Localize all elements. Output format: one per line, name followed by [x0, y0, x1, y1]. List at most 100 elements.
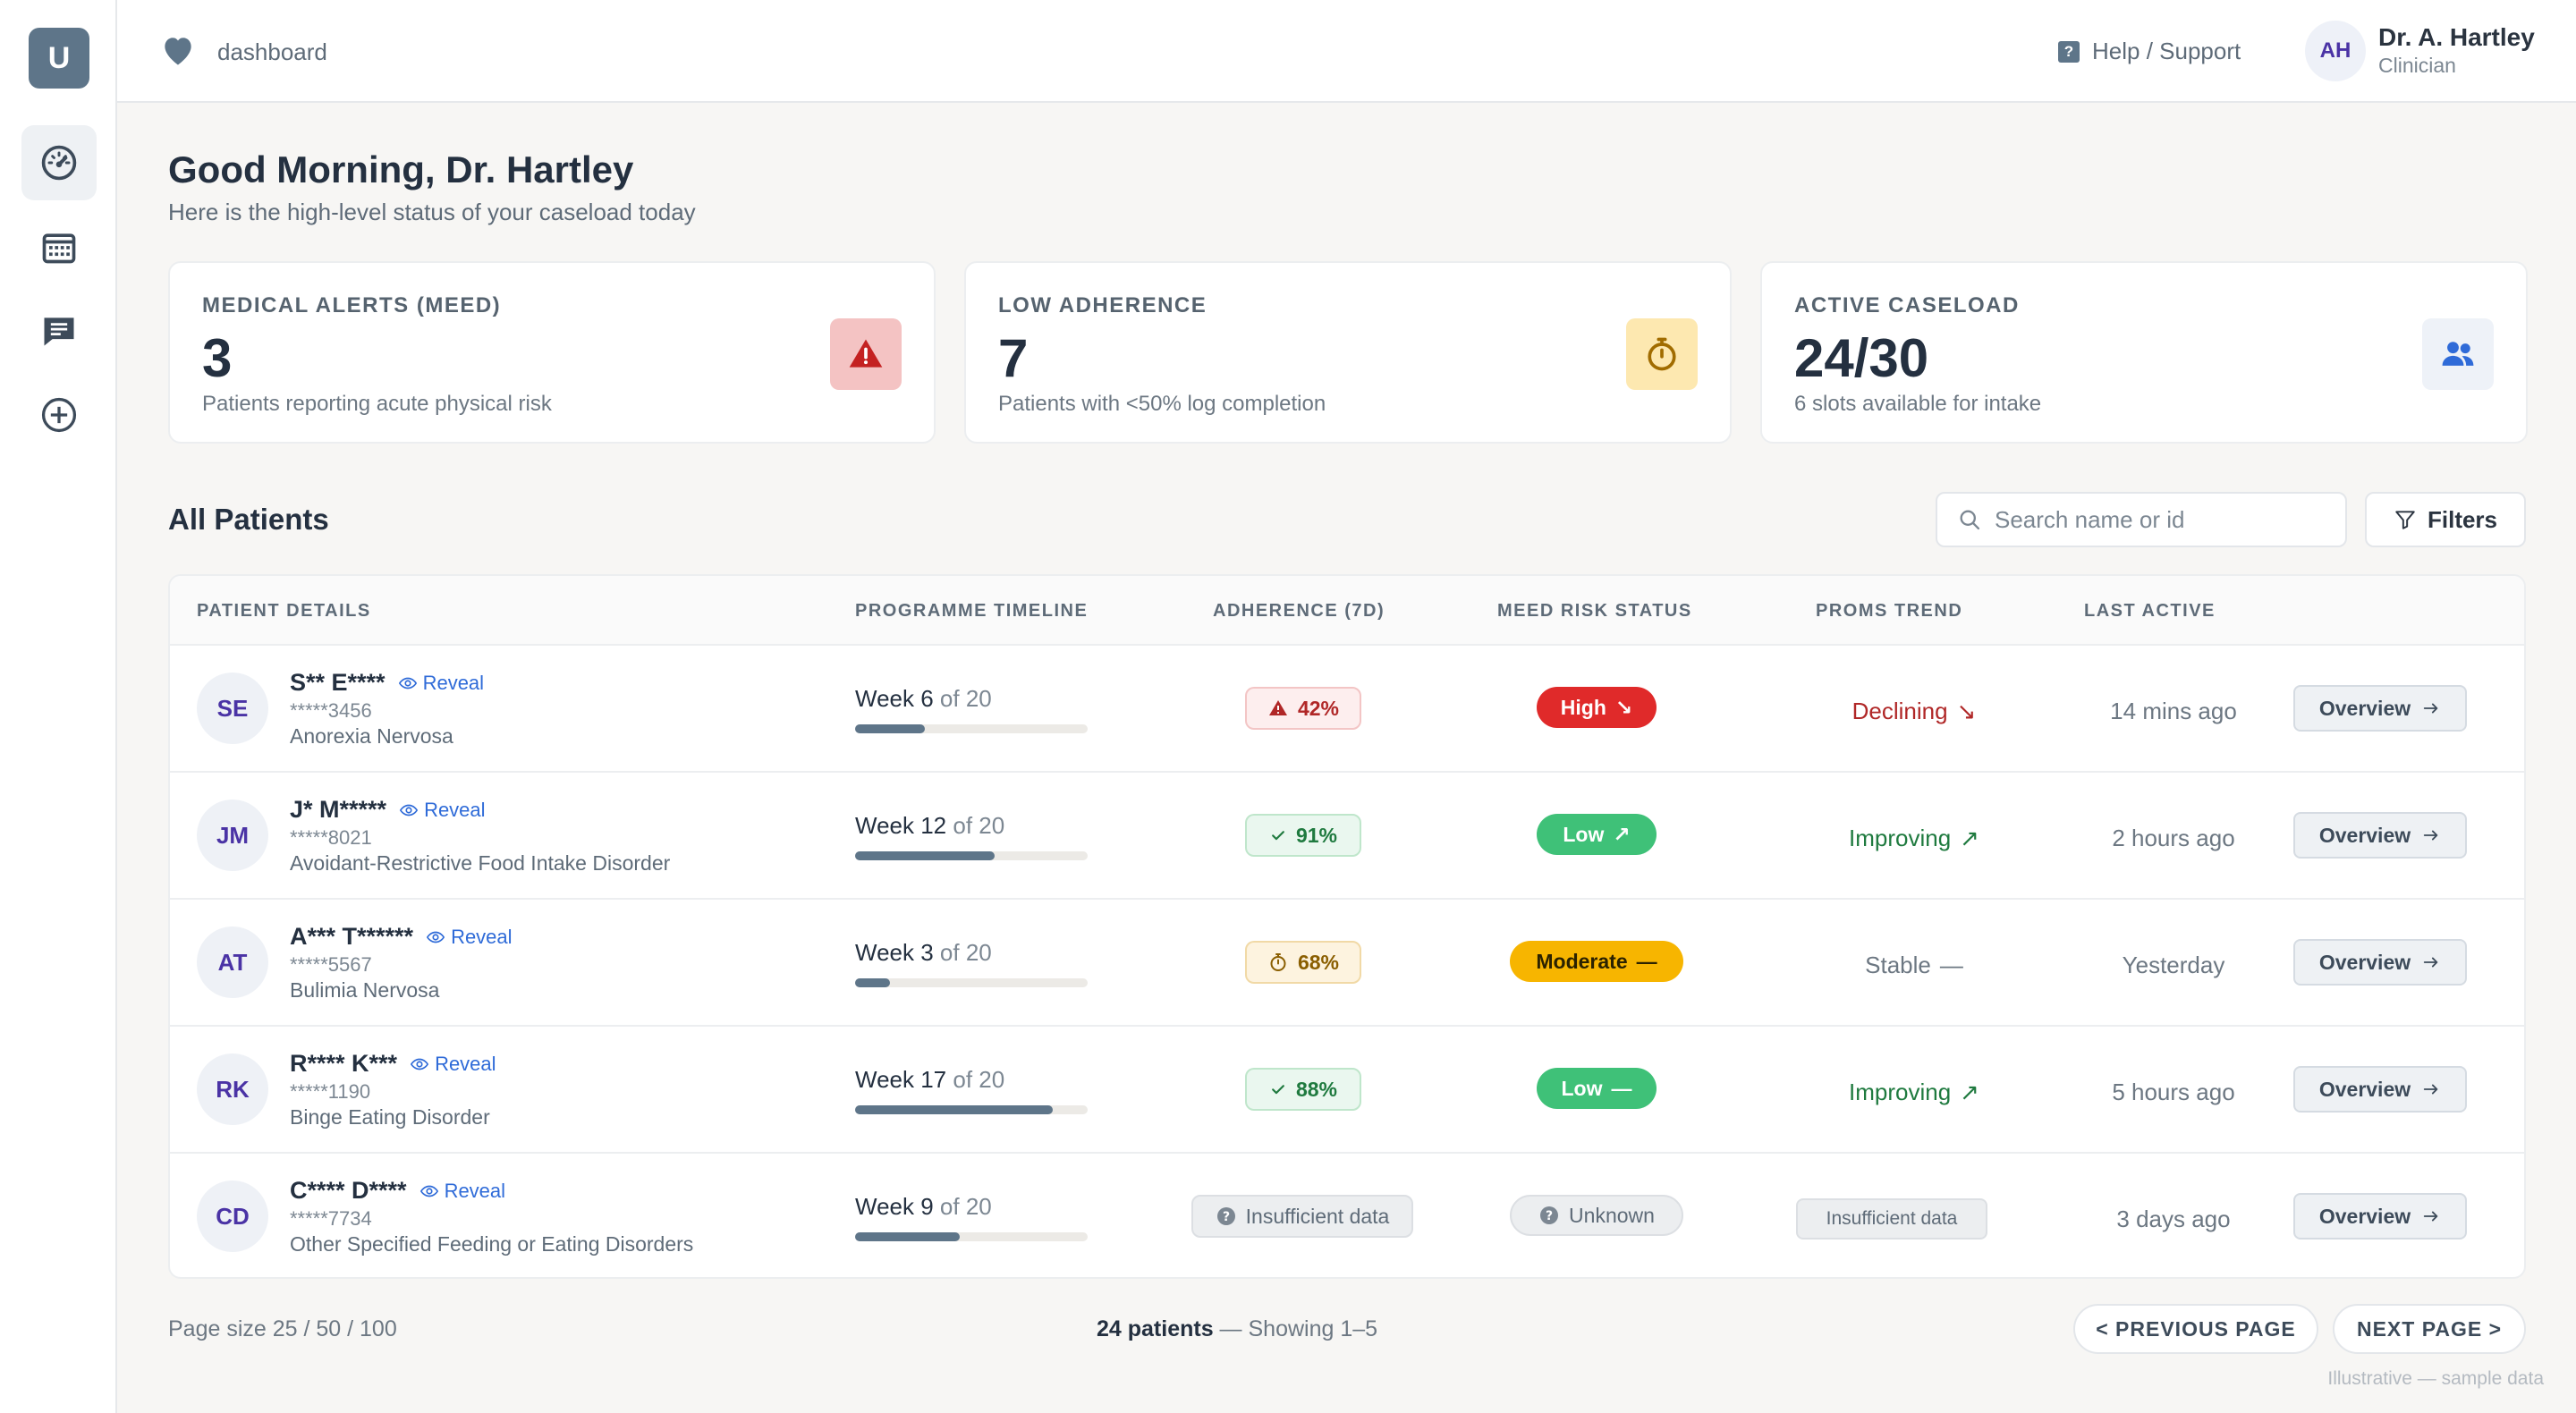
patient-name-text: S** E**** [290, 669, 386, 696]
people-icon [2422, 318, 2494, 390]
svg-text:?: ? [1546, 1209, 1553, 1223]
proms-trend: Improving ↗ [1798, 825, 2030, 852]
overview-label: Overview [2318, 1204, 2411, 1228]
overview-label: Overview [2318, 1077, 2411, 1101]
overview-button[interactable]: Overview [2293, 939, 2467, 986]
trend-arrow-icon: ↘ [1956, 698, 1977, 724]
patient-diagnosis: Anorexia Nervosa [290, 724, 453, 748]
search-box[interactable] [1936, 492, 2347, 547]
reveal-label: Reveal [444, 1179, 506, 1202]
section-title: All Patients [168, 503, 329, 536]
card-value: 24/30 [1794, 328, 1929, 388]
patient-diagnosis: Avoidant-Restrictive Food Intake Disorde… [290, 851, 671, 875]
breadcrumb[interactable]: dashboard [217, 38, 327, 65]
patient-name: A*** T****** Reveal [290, 923, 513, 951]
trend-label: Improving [1849, 1079, 1952, 1105]
patients-table: PATIENT DETAILS PROGRAMME TIMELINE ADHER… [168, 574, 2526, 1279]
risk-arrow-icon: — [1611, 1076, 1632, 1100]
meed-risk-badge: ? Unknown [1510, 1195, 1683, 1236]
avatar: JM [197, 800, 268, 871]
table-row[interactable]: RK R**** K*** Reveal *****1190 Binge Eat… [170, 1027, 2524, 1154]
eye-icon [399, 800, 419, 820]
programme-week: Week 12 of 20 [855, 812, 1004, 840]
low-adherence-card[interactable]: LOW ADHERENCE 7 Patients with <50% log c… [964, 261, 1732, 444]
sample-data-note: Illustrative — sample data [2327, 1368, 2544, 1389]
arrow-right-icon [2421, 952, 2441, 972]
reveal-link[interactable]: Reveal [419, 1180, 505, 1203]
user-role: Clinician [2378, 54, 2456, 77]
patient-name: J* M***** Reveal [290, 796, 486, 824]
meed-risk-badge: High ↘ [1537, 687, 1657, 728]
medical-alerts-card[interactable]: MEDICAL ALERTS (MEED) 3 Patients reporti… [168, 261, 936, 444]
week-current: Week 9 [855, 1193, 934, 1220]
reveal-link[interactable]: Reveal [398, 672, 484, 695]
active-caseload-card[interactable]: ACTIVE CASELOAD 24/30 6 slots available … [1760, 261, 2528, 444]
col-programme-timeline[interactable]: PROGRAMME TIMELINE [855, 601, 1089, 621]
overview-label: Overview [2318, 823, 2411, 847]
col-proms-trend[interactable]: PROMS TREND [1816, 601, 1963, 621]
workspace-avatar[interactable]: U [29, 28, 89, 89]
trend-label: Declining [1852, 698, 1948, 724]
trend-label: Stable [1865, 952, 1931, 978]
nav-add[interactable] [21, 377, 97, 453]
patient-name-text: J* M***** [290, 796, 387, 823]
help-support-link[interactable]: ? Help / Support [2058, 38, 2241, 65]
adherence-badge: ? Insufficient data [1191, 1195, 1413, 1238]
adherence-value: 68% [1297, 950, 1340, 974]
next-page-button[interactable]: NEXT PAGE > [2333, 1304, 2526, 1354]
last-active: 2 hours ago [2112, 825, 2235, 851]
reveal-link[interactable]: Reveal [410, 1053, 496, 1076]
nav-messages[interactable] [21, 293, 97, 368]
col-last-active[interactable]: LAST ACTIVE [2084, 601, 2216, 621]
nav-dashboard[interactable] [21, 125, 97, 200]
heart-icon [165, 38, 191, 65]
eye-icon [398, 673, 418, 693]
previous-page-button[interactable]: < PREVIOUS PAGE [2073, 1304, 2318, 1354]
adherence-value: Insufficient data [1245, 1204, 1390, 1228]
table-row[interactable]: CD C**** D**** Reveal *****7734 Other Sp… [170, 1154, 2524, 1277]
patient-id: *****1190 [290, 1080, 371, 1103]
risk-arrow-icon: — [1636, 949, 1657, 973]
arrow-right-icon [2421, 698, 2441, 718]
col-meed-risk[interactable]: MEED RISK STATUS [1497, 601, 1692, 621]
page-size-selector[interactable]: Page size 25 / 50 / 100 [168, 1316, 397, 1341]
patient-name: R**** K*** Reveal [290, 1050, 496, 1078]
meed-risk-badge: Low ↗ [1537, 814, 1657, 855]
col-adherence[interactable]: ADHERENCE (7D) [1213, 601, 1385, 621]
avatar: CD [197, 1180, 268, 1252]
risk-arrow-icon: ↘ [1614, 695, 1633, 719]
plus-circle-icon [41, 397, 77, 433]
message-icon [44, 317, 74, 346]
trend-arrow-icon: ↗ [1960, 1079, 1979, 1105]
col-patient-details[interactable]: PATIENT DETAILS [197, 601, 371, 621]
svg-text:?: ? [1223, 1210, 1230, 1224]
card-note: Patients with <50% log completion [998, 392, 1326, 416]
progress-fill [855, 724, 925, 733]
reveal-link[interactable]: Reveal [426, 926, 513, 949]
overview-button[interactable]: Overview [2293, 1066, 2467, 1113]
programme-week: Week 9 of 20 [855, 1193, 992, 1221]
overview-button[interactable]: Overview [2293, 812, 2467, 859]
overview-button[interactable]: Overview [2293, 685, 2467, 732]
proms-trend-badge: Insufficient data [1796, 1198, 1987, 1240]
overview-button[interactable]: Overview [2293, 1193, 2467, 1240]
reveal-link[interactable]: Reveal [399, 799, 486, 822]
programme-progress-bar [855, 1105, 1088, 1114]
help-icon: ? [2058, 40, 2080, 63]
filters-button[interactable]: Filters [2365, 492, 2526, 547]
user-avatar[interactable]: AH [2305, 21, 2366, 81]
progress-fill [855, 851, 995, 860]
gauge-icon [41, 145, 77, 181]
week-total: of 20 [939, 1193, 992, 1220]
question-icon: ? [1216, 1206, 1237, 1227]
table-row[interactable]: JM J* M***** Reveal *****8021 Avoidant-R… [170, 773, 2524, 900]
patient-id: *****7734 [290, 1207, 372, 1230]
patient-id: *****5567 [290, 953, 372, 976]
patient-id: *****3456 [290, 699, 372, 722]
nav-calendar[interactable] [21, 209, 97, 284]
patient-name-text: A*** T****** [290, 923, 414, 950]
table-row[interactable]: SE S** E**** Reveal *****3456 Anorexia N… [170, 646, 2524, 773]
table-row[interactable]: AT A*** T****** Reveal *****5567 Bulimia… [170, 900, 2524, 1027]
last-active: Yesterday [2122, 952, 2225, 978]
search-input[interactable] [1995, 505, 2334, 534]
